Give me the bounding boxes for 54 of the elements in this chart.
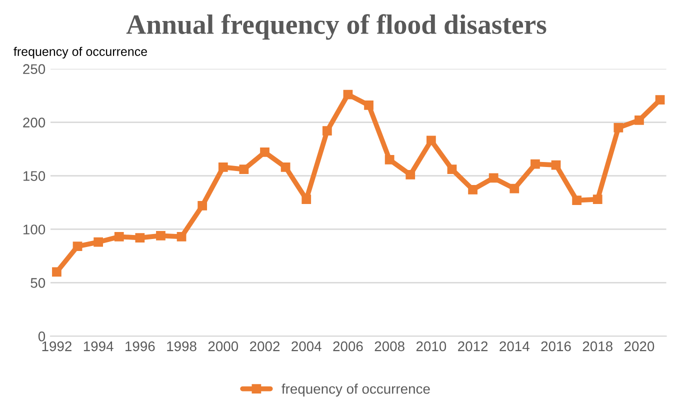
y-axis-title: frequency of occurrence bbox=[14, 46, 148, 58]
point bbox=[468, 184, 478, 194]
point bbox=[655, 95, 665, 105]
point bbox=[426, 136, 436, 146]
x-tick-label: 2014 bbox=[500, 341, 530, 352]
point bbox=[302, 194, 312, 204]
point bbox=[218, 162, 228, 172]
point bbox=[280, 162, 290, 172]
point bbox=[530, 159, 540, 169]
x-tick-label: 2002 bbox=[250, 341, 280, 352]
point bbox=[94, 237, 104, 247]
x-tick-label: 2012 bbox=[458, 341, 488, 352]
x-tick-label: 2020 bbox=[624, 341, 654, 352]
point bbox=[384, 155, 394, 164]
point bbox=[343, 90, 353, 100]
x-tick-label: 2004 bbox=[292, 341, 322, 352]
point bbox=[52, 267, 62, 277]
point bbox=[135, 233, 145, 242]
x-tick-label: 1994 bbox=[84, 341, 114, 352]
point bbox=[634, 115, 644, 125]
point bbox=[260, 148, 270, 157]
x-tick-label: 2018 bbox=[582, 341, 612, 352]
y-tick-label: 0 bbox=[38, 331, 46, 342]
y-tick-label: 100 bbox=[24, 224, 46, 234]
x-tick-label: 2010 bbox=[416, 341, 446, 352]
point bbox=[322, 126, 332, 136]
point bbox=[114, 232, 124, 242]
x-tick-label: 1996 bbox=[126, 341, 155, 352]
point bbox=[176, 232, 186, 242]
y-tick-label: 250 bbox=[23, 64, 46, 74]
point bbox=[614, 122, 624, 132]
x-tick-label: 1992 bbox=[42, 341, 72, 352]
point bbox=[551, 160, 561, 170]
legend-label: frequency of occurrence bbox=[282, 384, 430, 397]
x-tick-label: 2008 bbox=[374, 341, 404, 352]
x-tick-label: 2000 bbox=[208, 341, 238, 352]
point bbox=[488, 173, 498, 183]
chart-title: Annual frequency of flood disasters bbox=[126, 14, 546, 40]
point bbox=[198, 201, 208, 210]
point bbox=[510, 184, 520, 194]
y-tick-label: 50 bbox=[30, 278, 46, 288]
point bbox=[239, 164, 249, 174]
y-tick-label: 150 bbox=[24, 171, 46, 181]
point bbox=[572, 196, 582, 206]
point bbox=[72, 242, 82, 252]
x-tick-label: 2006 bbox=[333, 341, 363, 352]
x-tick-label: 2016 bbox=[541, 341, 571, 352]
point bbox=[592, 194, 602, 204]
point bbox=[406, 170, 416, 180]
point bbox=[364, 100, 374, 110]
point bbox=[156, 230, 166, 240]
x-tick-label: 1998 bbox=[167, 341, 196, 352]
y-tick-label: 200 bbox=[23, 118, 46, 128]
point bbox=[447, 164, 457, 174]
